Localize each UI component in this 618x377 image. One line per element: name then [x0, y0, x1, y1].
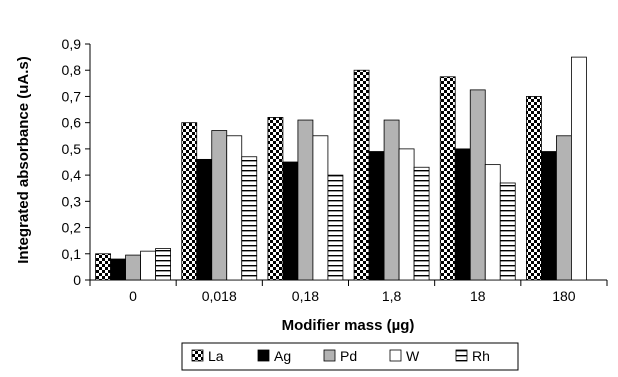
y-tick-label: 0,8 [62, 62, 82, 78]
legend-swatch-pd [324, 350, 335, 361]
bars [96, 57, 587, 280]
x-tick-label: 180 [552, 288, 576, 304]
x-tick-label: 0,018 [202, 288, 237, 304]
y-tick-label: 0,7 [62, 88, 82, 104]
x-axis-title: Modifier mass (µg) [282, 317, 415, 334]
x-tick-label: 0,18 [292, 288, 319, 304]
bar-pd [126, 255, 141, 280]
bar-la [182, 123, 197, 280]
bar-rh [414, 167, 429, 280]
bar-ag [541, 152, 556, 280]
bar-rh [156, 249, 171, 280]
bar-pd [384, 120, 399, 280]
bar-la [440, 77, 455, 280]
y-tick-label: 0,6 [62, 115, 82, 131]
y-axis: 0 0,1 0,2 0,3 0,4 0,5 0,6 0,7 0,8 0,9 [62, 36, 90, 288]
bar-w [485, 165, 500, 280]
legend-swatch-rh [456, 350, 467, 361]
bar-rh [328, 175, 343, 280]
y-tick-label: 0,3 [62, 193, 82, 209]
y-axis-title: Integrated absorbance (uA.s) [15, 56, 32, 264]
legend-swatch-ag [258, 350, 269, 361]
bar-ag [197, 159, 212, 280]
y-tick-label: 0 [73, 272, 81, 288]
bar-la [354, 70, 369, 280]
bar-w [399, 149, 414, 280]
x-tick-label: 18 [470, 288, 486, 304]
bar-ag [455, 149, 470, 280]
legend-label-rh: Rh [472, 348, 490, 364]
x-tick-label: 1,8 [382, 288, 402, 304]
legend-label-la: La [208, 348, 224, 364]
legend: La Ag Pd W Rh [182, 343, 518, 370]
bar-ag [283, 162, 298, 280]
bar-pd [298, 120, 313, 280]
y-tick-label: 0,5 [62, 141, 82, 157]
bar-la [268, 117, 283, 280]
y-tick-label: 0,4 [62, 167, 82, 183]
y-tick-label: 0,1 [62, 246, 82, 262]
legend-label-ag: Ag [274, 348, 291, 364]
bar-ag [369, 152, 384, 280]
x-tick-label: 0 [129, 288, 137, 304]
bar-w [141, 251, 156, 280]
y-tick-label: 0,9 [62, 36, 82, 52]
bar-pd [212, 131, 227, 280]
bar-w [571, 57, 586, 280]
bar-la [96, 254, 111, 280]
bar-rh [242, 157, 257, 280]
y-tick-label: 0,2 [62, 220, 82, 236]
bar-la [526, 96, 541, 280]
legend-swatch-w [390, 350, 401, 361]
bar-w [313, 136, 328, 280]
x-axis: 0 0,018 0,18 1,8 18 180 [90, 280, 607, 304]
legend-swatch-la [192, 350, 203, 361]
bar-pd [556, 136, 571, 280]
bar-w [227, 136, 242, 280]
bar-ag [111, 259, 126, 280]
legend-label-w: W [406, 348, 420, 364]
bar-rh [500, 183, 515, 280]
legend-label-pd: Pd [340, 348, 357, 364]
bar-pd [470, 90, 485, 280]
